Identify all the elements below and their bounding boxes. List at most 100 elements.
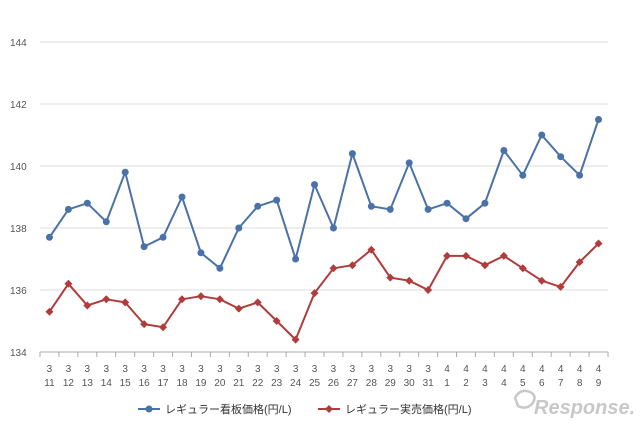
x-tick-label-day: 16: [139, 378, 151, 389]
series-0-point: [405, 159, 413, 167]
series-0-point: [329, 224, 337, 232]
series-1-point: [462, 251, 470, 260]
series-1-point: [556, 282, 565, 291]
y-tick-labels: 134 136 138 140 142 144: [10, 38, 27, 359]
x-tick-label-day: 21: [233, 378, 245, 389]
series-0-point: [462, 215, 470, 223]
series-0-point: [197, 249, 205, 257]
watermark-text: Response.: [534, 397, 635, 419]
x-tick-label-day: 25: [309, 378, 321, 389]
x-tick-label-day: 27: [347, 378, 359, 389]
x-tick-label-day: 2: [463, 378, 469, 389]
x-tick-label-month: 4: [463, 364, 469, 375]
series-1-point: [443, 251, 452, 260]
x-tick-label-day: 5: [520, 378, 526, 389]
series-0-point: [216, 264, 224, 272]
x-tick-label-month: 4: [501, 364, 507, 375]
series-1-point: [386, 273, 395, 282]
gridlines: [40, 41, 608, 291]
series-1-point: [102, 295, 111, 304]
y-tick-label: 136: [10, 286, 27, 297]
x-tick-label-day: 8: [577, 378, 583, 389]
legend-label-actual: レギュラー実売価格(円/L): [345, 402, 472, 416]
series-1-point: [405, 276, 414, 285]
series-1-point: [140, 320, 149, 329]
x-tick-label-month: 4: [577, 364, 583, 375]
legend-marker-actual: [325, 405, 333, 413]
series-0-point: [45, 233, 53, 241]
x-tick-label-month: 4: [558, 364, 564, 375]
x-tick-label-day: 20: [214, 378, 226, 389]
legend: レギュラー看板価格(円/L) レギュラー実売価格(円/L): [138, 402, 472, 416]
x-tick-label-month: 3: [255, 364, 261, 375]
x-tick-label-month: 3: [236, 364, 242, 375]
x-tick-label-day: 18: [176, 378, 188, 389]
axes: [39, 351, 609, 357]
x-tick-label-day: 31: [423, 378, 435, 389]
watermark: Response.: [513, 389, 635, 419]
series-0-point: [557, 153, 565, 161]
x-tick-label-day: 1: [444, 378, 450, 389]
x-tick-label-day: 29: [385, 378, 397, 389]
series-0-point: [443, 199, 451, 207]
x-tick-label-month: 3: [331, 364, 337, 375]
x-tick-label-month: 3: [47, 364, 53, 375]
series-1-point: [121, 298, 130, 307]
series-1-point: [518, 264, 527, 273]
series-0-point: [178, 193, 186, 201]
x-tick-label-month: 4: [482, 364, 488, 375]
series-0-point: [367, 202, 375, 210]
series-0-point: [159, 233, 167, 241]
series-0-point: [121, 168, 129, 176]
x-tick-label-month: 4: [539, 364, 545, 375]
x-tick-label-day: 30: [404, 378, 416, 389]
series-0-point: [500, 147, 508, 154]
x-tick-label-month: 4: [520, 364, 526, 375]
x-tick-label-month: 3: [179, 364, 185, 375]
series-line-0: [48, 119, 600, 270]
x-tick-label-day: 26: [328, 378, 340, 389]
series-1-point: [196, 292, 205, 301]
legend-item-signboard: レギュラー看板価格(円/L): [138, 402, 292, 416]
x-tick-label-day: 19: [195, 378, 207, 389]
legend-item-actual: レギュラー実売価格(円/L): [318, 402, 472, 416]
series-0-point: [64, 205, 72, 213]
y-tick-label: 142: [10, 100, 27, 111]
x-tick-labels: 3113123133143153163173183193203213223233…: [44, 364, 601, 389]
x-tick-label-day: 14: [101, 378, 113, 389]
y-tick-label: 134: [10, 348, 27, 359]
series-1-point: [594, 239, 603, 248]
x-tick-label-day: 15: [120, 378, 132, 389]
series-1-point: [310, 289, 319, 298]
series-1-point: [480, 261, 489, 270]
x-tick-label-month: 3: [198, 364, 204, 375]
x-tick-label-day: 3: [482, 378, 488, 389]
x-tick-label-day: 13: [82, 378, 94, 389]
series-1-point: [329, 264, 338, 273]
x-tick-label-month: 3: [369, 364, 375, 375]
x-tick-label-month: 4: [444, 364, 450, 375]
y-tick-label: 144: [10, 38, 27, 49]
x-tick-label-day: 6: [539, 378, 545, 389]
series-1-point: [64, 279, 73, 288]
series-0-point: [235, 224, 243, 232]
watermark-logo-icon: [513, 389, 536, 409]
x-tick-label-month: 3: [85, 364, 91, 375]
x-tick-label-month: 3: [103, 364, 109, 375]
x-tick-label-month: 3: [387, 364, 393, 375]
series-1-point: [575, 258, 584, 267]
x-tick-label-day: 11: [44, 378, 55, 389]
series-0-point: [424, 205, 432, 213]
x-tick-label-day: 4: [501, 378, 507, 389]
series-1-point: [159, 323, 168, 332]
x-tick-label-day: 28: [366, 378, 378, 389]
series-1-point: [253, 298, 262, 307]
series-1-point: [215, 295, 224, 304]
x-tick-label-month: 3: [217, 364, 223, 375]
series-0-point: [481, 199, 489, 207]
x-tick-label-month: 3: [141, 364, 147, 375]
legend-label-signboard: レギュラー看板価格(円/L): [165, 402, 292, 416]
x-tick-label-day: 12: [63, 378, 75, 389]
data-series: [45, 116, 603, 344]
